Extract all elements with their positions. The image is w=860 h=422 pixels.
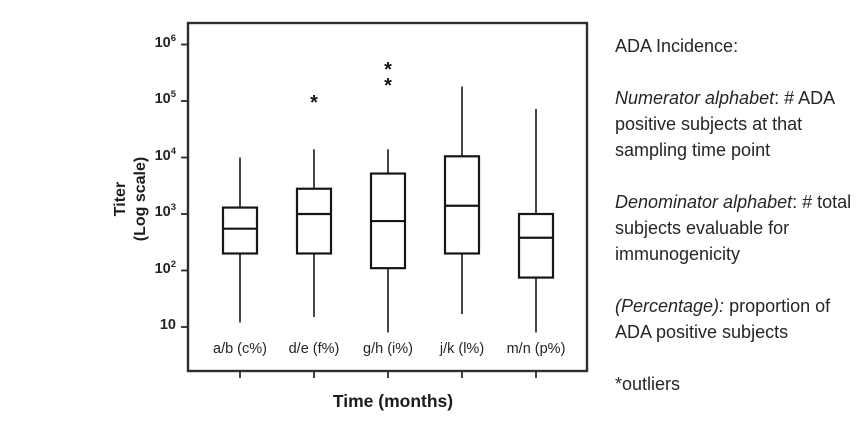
y-tick-label-1e2: 102	[120, 258, 176, 278]
denominator-rest: : # total subjects evaluable for immunog…	[615, 192, 852, 264]
category-label-ab: a/b (c%)	[213, 341, 267, 357]
y-tick-label-1e3: 103	[120, 202, 176, 221]
annotation-panel: ADA Incidence: Numerator alphabet: # ADA…	[615, 33, 860, 422]
y-axis-title: Titer (Log scale)	[111, 157, 151, 241]
y-tick-exponent: 4	[170, 145, 176, 157]
y-axis-title-line2: (Log scale)	[132, 156, 149, 242]
percentage-lead: (Percentage):	[615, 296, 725, 316]
annotation-denominator: Denominator alphabet: # total subjects e…	[615, 189, 860, 267]
outlier-marker: *	[384, 75, 392, 97]
category-label-de: d/e (f%)	[288, 341, 340, 357]
box	[295, 187, 333, 255]
percentage-rest: proportion of ADA positive subjects	[615, 296, 831, 342]
y-tick-base: 10	[154, 147, 171, 164]
annotation-title: ADA Incidence:	[615, 36, 739, 56]
y-tick-base: 10	[154, 34, 171, 51]
y-tick-base: 10	[159, 316, 176, 333]
annotation-outliers-note: *outliers	[615, 374, 681, 394]
box	[517, 212, 555, 279]
box	[221, 206, 259, 255]
numerator-lead: Numerator alphabet	[615, 88, 775, 108]
y-tick-exponent: 6	[170, 32, 176, 44]
annotation-percentage: (Percentage): proportion of ADA positive…	[615, 293, 860, 345]
y-tick-label-1e4: 104	[120, 145, 176, 165]
x-axis-title: Time (months)	[332, 391, 454, 411]
y-tick-label-1e5: 105	[120, 89, 176, 108]
outlier-marker: *	[310, 92, 318, 114]
y-tick-exponent: 2	[170, 258, 176, 270]
annotation-numerator: Numerator alphabet: # ADA positive subje…	[615, 85, 860, 163]
y-tick-base: 10	[154, 203, 171, 220]
category-label-gh: g/h (i%)	[363, 341, 413, 357]
y-tick-exponent: 5	[170, 89, 176, 100]
y-tick-base: 10	[154, 90, 171, 107]
y-axis-title-line1: Titer	[112, 181, 129, 217]
y-tick-exponent: 3	[170, 202, 176, 213]
y-tick-label-1e6: 106	[120, 32, 176, 52]
category-label-mn: m/n (p%)	[506, 341, 566, 357]
y-tick-label-10: 10	[120, 316, 176, 334]
category-label-jk: j/k (l%)	[439, 341, 485, 357]
outlier-marker: *	[384, 59, 392, 81]
numerator-rest: : # ADA positive subjects at that sampli…	[615, 88, 835, 160]
y-tick-base: 10	[154, 260, 171, 277]
denominator-lead: Denominator alphabet	[615, 192, 793, 212]
